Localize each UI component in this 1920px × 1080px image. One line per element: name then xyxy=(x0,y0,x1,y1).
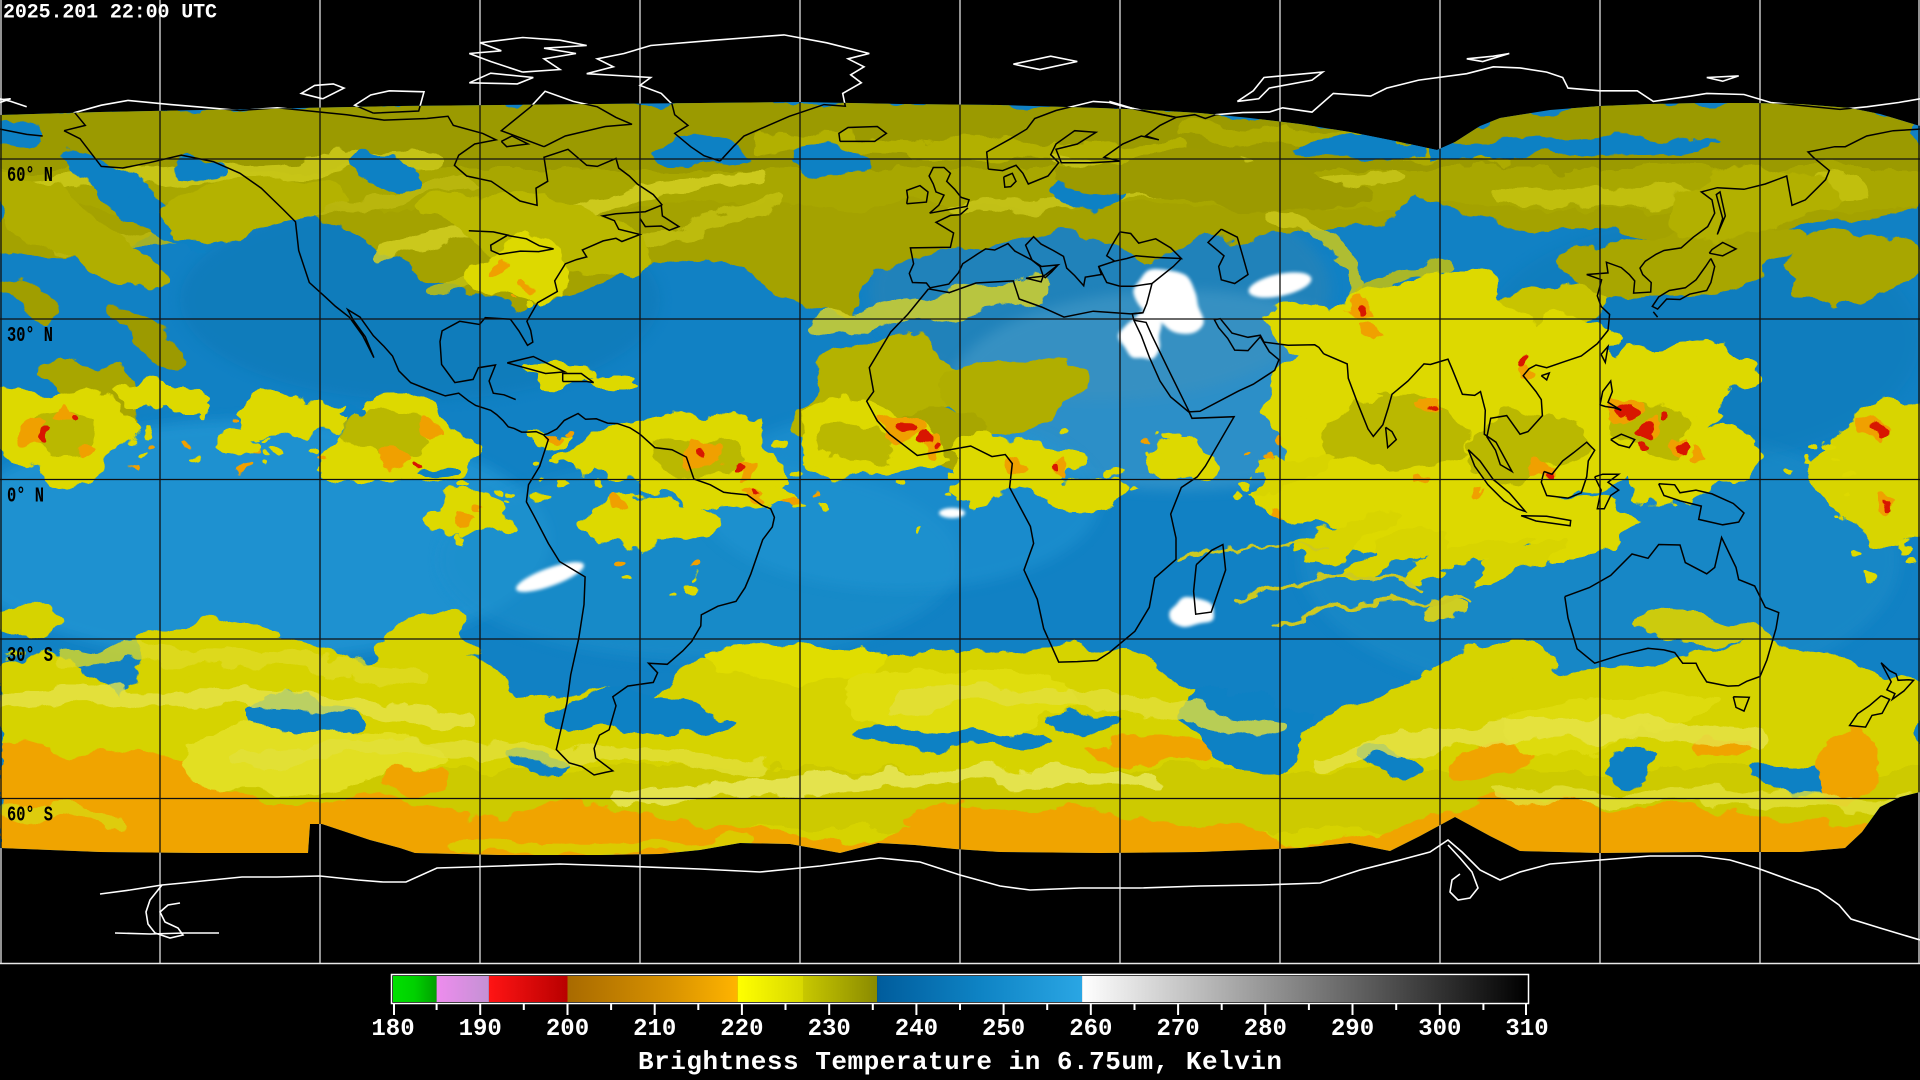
svg-text:240: 240 xyxy=(895,1016,938,1043)
svg-text:260: 260 xyxy=(1069,1016,1112,1043)
svg-text:290: 290 xyxy=(1331,1016,1374,1043)
svg-text:190: 190 xyxy=(459,1016,502,1043)
svg-text:280: 280 xyxy=(1244,1016,1287,1043)
svg-text:30° S: 30° S xyxy=(7,645,53,668)
svg-text:200: 200 xyxy=(546,1016,589,1043)
svg-text:220: 220 xyxy=(720,1016,763,1043)
svg-text:270: 270 xyxy=(1156,1016,1199,1043)
svg-text:0° N: 0° N xyxy=(7,486,44,509)
svg-text:180: 180 xyxy=(371,1016,414,1043)
svg-text:250: 250 xyxy=(982,1016,1025,1043)
svg-text:2025.201 22:00 UTC: 2025.201 22:00 UTC xyxy=(3,2,217,25)
svg-text:310: 310 xyxy=(1505,1016,1548,1043)
svg-text:300: 300 xyxy=(1418,1016,1461,1043)
svg-text:60° N: 60° N xyxy=(7,165,53,188)
svg-text:Brightness Temperature in 6.75: Brightness Temperature in 6.75um, Kelvin xyxy=(638,1047,1282,1077)
svg-text:210: 210 xyxy=(633,1016,676,1043)
svg-text:230: 230 xyxy=(808,1016,851,1043)
svg-text:60° S: 60° S xyxy=(7,805,53,828)
svg-text:30° N: 30° N xyxy=(7,325,53,348)
